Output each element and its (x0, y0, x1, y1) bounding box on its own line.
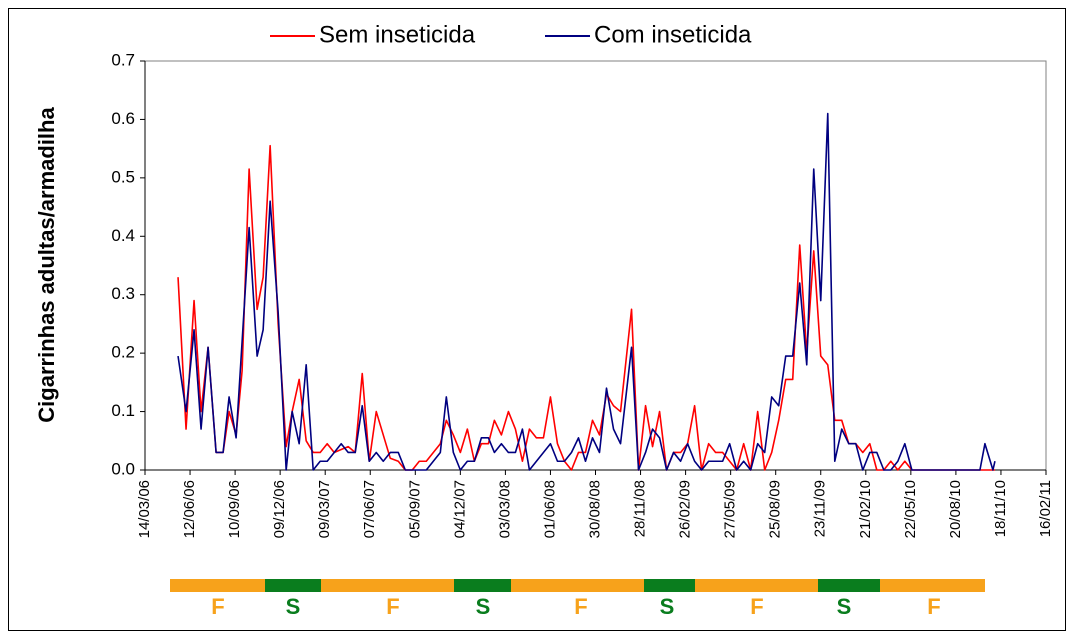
season-segment (880, 579, 985, 592)
season-bar: F S F S F S F S F (170, 579, 985, 619)
season-label: F (574, 594, 587, 619)
x-tick-label: 09/03/07 (316, 480, 333, 538)
x-tick-label: 23/11/09 (812, 480, 829, 537)
x-tick-label: 10/09/06 (226, 480, 243, 538)
season-label: S (837, 594, 852, 619)
season-label: F (211, 594, 224, 619)
y-tick-label: 0.5 (111, 167, 135, 186)
y-tick-label: 0.7 (111, 50, 135, 69)
x-tick-label: 14/03/06 (136, 480, 153, 538)
y-tick-label: 0.0 (111, 459, 135, 478)
season-segment (511, 579, 644, 592)
y-tick-label: 0.4 (111, 226, 135, 245)
season-label: F (386, 594, 399, 619)
x-tick-label: 21/02/10 (857, 480, 874, 538)
x-tick-label: 04/12/07 (451, 480, 468, 538)
x-tick-label: 20/08/10 (947, 480, 964, 538)
legend-label: Com inseticida (594, 21, 752, 48)
season-label: F (750, 594, 763, 619)
season-segment (644, 579, 695, 592)
season-label: F (927, 594, 940, 619)
x-tick-label: 09/12/06 (271, 480, 288, 538)
season-segment (265, 579, 321, 592)
y-tick-label: 0.2 (111, 343, 135, 362)
x-tick-label: 16/02/11 (1037, 480, 1054, 537)
x-tick-label: 30/08/08 (586, 480, 603, 538)
x-tick-label: 03/03/08 (496, 480, 513, 538)
y-tick-label: 0.1 (111, 401, 135, 420)
y-tick-label: 0.6 (111, 109, 135, 128)
season-label: S (476, 594, 491, 619)
season-segment (818, 579, 880, 592)
season-label: S (660, 594, 675, 619)
x-tick-label: 28/11/08 (632, 480, 649, 537)
legend-label: Sem inseticida (319, 21, 476, 48)
x-tick-label: 01/06/08 (541, 480, 558, 538)
season-segment (321, 579, 454, 592)
x-tick-label: 27/05/09 (722, 480, 739, 538)
x-tick-label: 22/05/10 (902, 480, 919, 538)
x-tick-label: 25/08/09 (767, 480, 784, 538)
season-segment (454, 579, 511, 592)
y-tick-label: 0.3 (111, 284, 135, 303)
y-axis-title: Cigarrinhas adultas/armadilha (34, 107, 59, 423)
x-tick-label: 05/09/07 (406, 480, 423, 538)
season-label: S (286, 594, 301, 619)
chart-frame (8, 8, 1066, 631)
season-segment (695, 579, 818, 592)
series-line (177, 112, 996, 471)
x-tick-label: 18/11/10 (992, 480, 1009, 537)
series-line (177, 144, 995, 471)
season-segment (170, 579, 265, 592)
x-tick-label: 12/06/06 (181, 480, 198, 538)
x-tick-label: 07/06/07 (361, 480, 378, 538)
x-tick-label: 26/02/09 (677, 480, 694, 538)
